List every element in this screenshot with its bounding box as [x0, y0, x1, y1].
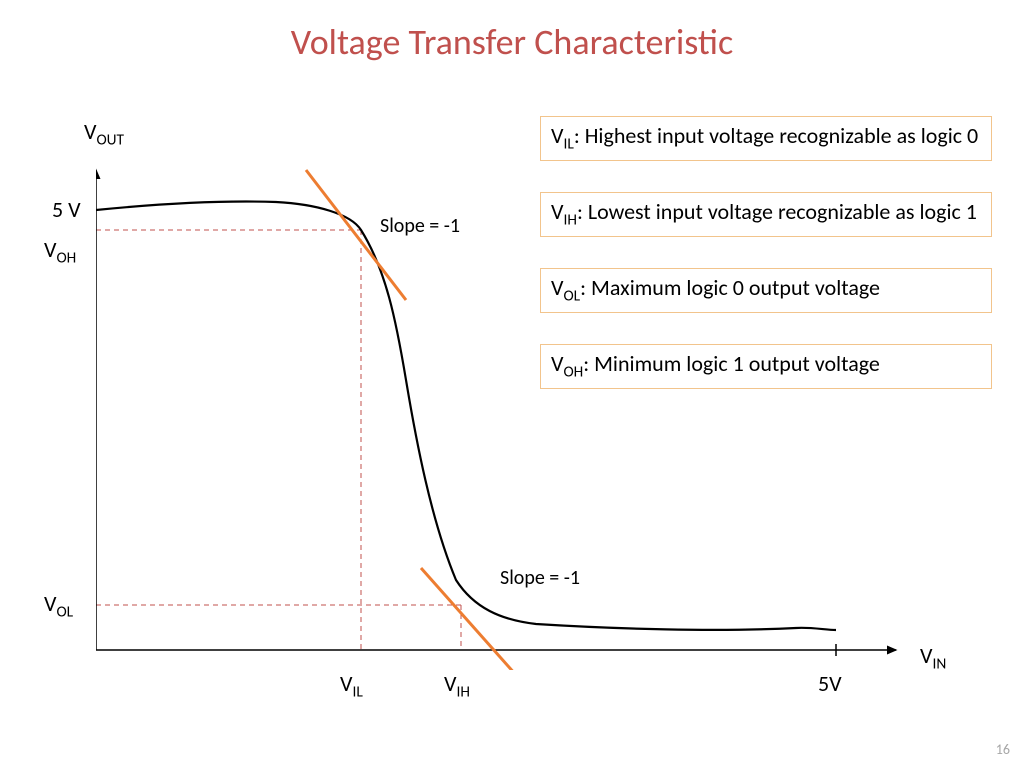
legend-item-ol: VOL: Maximum logic 0 output voltage	[540, 268, 992, 313]
y-tick-voh: VOH	[44, 236, 76, 267]
slope-label-upper: Slope = -1	[380, 214, 460, 238]
y-axis-label: VOUT	[84, 118, 124, 149]
y-tick-5v: 5 V	[52, 196, 81, 223]
x-axis-label: VIN	[920, 642, 946, 673]
page-title: Voltage Transfer Characteristic	[0, 20, 1024, 64]
legend-item-ih: VIH: Lowest input voltage recognizable a…	[540, 192, 992, 237]
x-tick-vil: VIL	[340, 670, 363, 701]
x-tick-vih: VIH	[444, 670, 470, 701]
legend-item-oh: VOH: Minimum logic 1 output voltage	[540, 344, 992, 389]
slope-label-lower: Slope = -1	[500, 566, 580, 590]
legend-item-il: VIL: Highest input voltage recognizable …	[540, 116, 992, 161]
x-tick-5v: 5V	[818, 670, 842, 697]
page-number: 16	[996, 741, 1010, 758]
y-tick-vol: VOL	[44, 590, 73, 621]
